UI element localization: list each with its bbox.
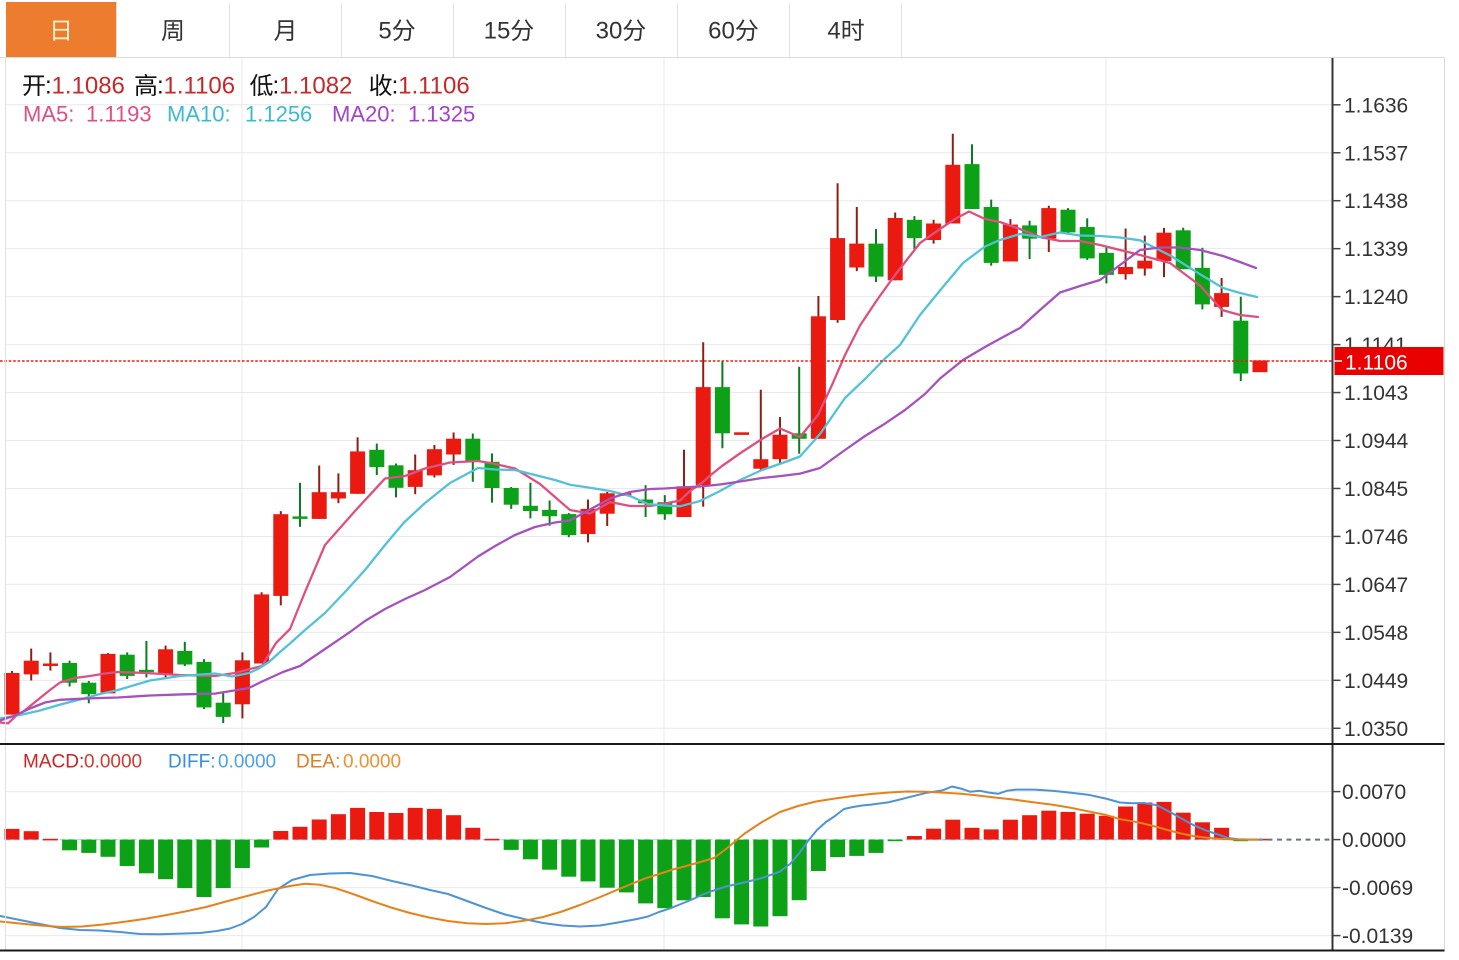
- svg-text:0.0070: 0.0070: [1342, 781, 1406, 804]
- svg-text:-0.0139: -0.0139: [1342, 925, 1413, 948]
- svg-text:1.0746: 1.0746: [1344, 526, 1408, 549]
- svg-text:1.1043: 1.1043: [1344, 382, 1408, 405]
- svg-text:60: 60: [708, 18, 735, 45]
- svg-text::: :: [273, 73, 280, 100]
- svg-text:MA10:: MA10:: [167, 101, 231, 126]
- svg-text:MA5:: MA5:: [23, 101, 74, 126]
- svg-text:MACD:: MACD:: [23, 751, 84, 772]
- svg-text:1.1082: 1.1082: [279, 73, 352, 100]
- svg-text:1.1193: 1.1193: [86, 101, 152, 126]
- svg-text:1.1438: 1.1438: [1344, 190, 1408, 213]
- svg-text:1.1106: 1.1106: [1345, 352, 1408, 375]
- svg-text::: :: [157, 73, 164, 100]
- svg-text::: :: [392, 73, 399, 100]
- svg-text:1.1256: 1.1256: [245, 101, 312, 126]
- svg-text:1.0944: 1.0944: [1344, 430, 1409, 453]
- svg-text:1.0449: 1.0449: [1344, 670, 1408, 693]
- svg-text:1.0548: 1.0548: [1344, 622, 1408, 645]
- svg-text:DEA:: DEA:: [296, 751, 340, 772]
- svg-text:DIFF:: DIFF:: [168, 751, 216, 772]
- svg-text:-0.0069: -0.0069: [1342, 877, 1413, 900]
- svg-text:0.0000: 0.0000: [343, 751, 401, 772]
- svg-text:5: 5: [378, 18, 391, 45]
- svg-text:1.1106: 1.1106: [398, 73, 470, 100]
- svg-text:1.1537: 1.1537: [1344, 142, 1408, 165]
- svg-text:MA20:: MA20:: [332, 101, 396, 126]
- svg-text::: :: [45, 73, 52, 100]
- svg-text:0.0000: 0.0000: [218, 751, 276, 772]
- svg-text:1.0647: 1.0647: [1344, 574, 1408, 597]
- svg-text:1.0350: 1.0350: [1344, 718, 1408, 741]
- svg-text:1.1339: 1.1339: [1344, 238, 1408, 261]
- svg-text:30: 30: [596, 18, 623, 45]
- svg-text:1.1325: 1.1325: [408, 101, 475, 126]
- svg-text:0.0000: 0.0000: [84, 751, 142, 772]
- svg-text:0.0000: 0.0000: [1342, 829, 1406, 852]
- svg-text:1.1636: 1.1636: [1344, 94, 1408, 117]
- svg-text:4: 4: [827, 18, 840, 45]
- svg-text:1.1106: 1.1106: [164, 73, 236, 100]
- svg-text:1.1086: 1.1086: [52, 73, 125, 100]
- svg-text:15: 15: [484, 18, 511, 45]
- svg-text:1.1240: 1.1240: [1344, 286, 1408, 309]
- svg-text:1.0845: 1.0845: [1344, 478, 1408, 501]
